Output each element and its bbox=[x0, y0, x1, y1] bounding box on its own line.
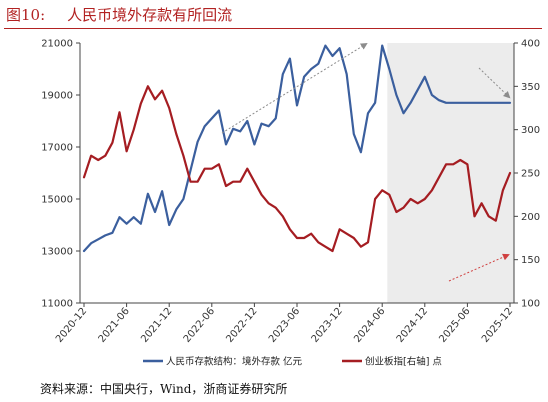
source-note: 资料来源：中国央行，Wind，浙商证券研究所 bbox=[40, 382, 288, 396]
right-tick-label: 100 bbox=[521, 299, 540, 310]
x-tick-label: 2020-12 bbox=[54, 306, 89, 345]
chart: 11000 13000 15000 17000 19000 21000 100 150 200 2… bbox=[41, 39, 540, 368]
deposit-series-line bbox=[82, 44, 512, 253]
legend-label-chinext: 创业板指[右轴] 点 bbox=[365, 356, 442, 368]
right-tick-label: 400 bbox=[521, 39, 540, 50]
left-tick-label: 17000 bbox=[41, 143, 73, 154]
x-tick-label: 2024-06 bbox=[352, 306, 387, 345]
x-tick-label: 2023-12 bbox=[310, 306, 345, 345]
trend-arrow-up bbox=[221, 42, 368, 134]
right-tick-label: 150 bbox=[521, 255, 540, 266]
x-tick-label: 2025-12 bbox=[480, 306, 515, 345]
x-tick-label: 2021-12 bbox=[139, 306, 174, 345]
x-tick-label: 2023-06 bbox=[267, 306, 302, 345]
x-tick-label: 2025-06 bbox=[437, 306, 472, 345]
left-tick-label: 19000 bbox=[41, 91, 73, 102]
x-tick-label: 2021-06 bbox=[97, 306, 132, 345]
trend-arrow-red bbox=[448, 253, 510, 282]
right-tick-label: 350 bbox=[521, 82, 540, 93]
x-tick-label: 2022-12 bbox=[224, 306, 259, 345]
right-tick-label: 250 bbox=[521, 169, 540, 180]
figure-title-text: 人民币境外存款有所回流 bbox=[67, 6, 233, 24]
legend-label-deposits: 人民币存款结构：境外存款 亿元 bbox=[166, 356, 303, 368]
right-tick-label: 300 bbox=[521, 125, 540, 136]
highlight-band bbox=[387, 43, 514, 303]
left-tick-label: 13000 bbox=[41, 247, 73, 258]
title-rule bbox=[4, 28, 542, 29]
left-tick-label: 15000 bbox=[41, 195, 73, 206]
figure-number: 图10: bbox=[6, 6, 46, 24]
trend-arrow-down bbox=[478, 67, 511, 99]
left-tick-label: 11000 bbox=[41, 299, 73, 310]
right-tick-label: 200 bbox=[521, 212, 540, 223]
chinext-series-line bbox=[82, 85, 512, 253]
left-tick-label: 21000 bbox=[41, 39, 73, 50]
x-tick-label: 2024-12 bbox=[395, 306, 430, 345]
figure-title: 图10: 人民币境外存款有所回流 bbox=[6, 4, 232, 25]
x-tick-label: 2022-06 bbox=[182, 306, 217, 345]
